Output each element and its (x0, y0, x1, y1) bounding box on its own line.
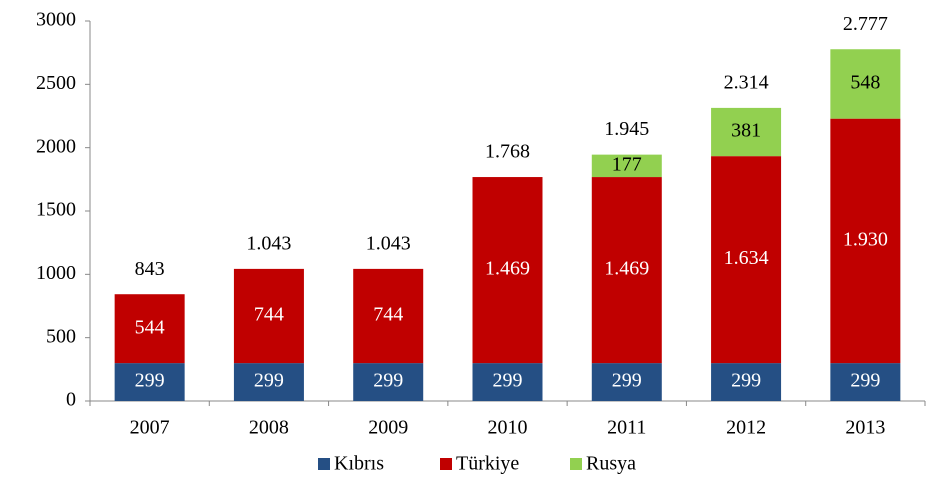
total-label: 843 (135, 258, 165, 280)
bar-segment (591, 363, 662, 401)
legend-swatch (440, 458, 452, 470)
legend-label: Türkiye (456, 453, 519, 475)
total-label: 1.043 (246, 232, 291, 254)
data-label: 299 (135, 370, 165, 392)
data-label: 548 (850, 72, 880, 94)
y-tick-label: 0 (66, 389, 76, 411)
y-tick-label: 1500 (36, 199, 76, 221)
bar-segment (830, 363, 901, 401)
total-label: 1.945 (604, 118, 649, 140)
bar-segment (353, 363, 424, 401)
bar-segment (711, 363, 782, 401)
x-tick-label: 2011 (607, 417, 646, 439)
data-label: 299 (850, 370, 880, 392)
data-label: 299 (612, 370, 642, 392)
data-label: 744 (373, 304, 403, 326)
bar-segment (472, 177, 543, 364)
data-label: 299 (373, 370, 403, 392)
y-tick-label: 500 (46, 325, 76, 347)
data-label: 177 (612, 153, 642, 175)
data-label: 1.634 (724, 247, 769, 269)
bar-segment (472, 363, 543, 401)
x-tick-label: 2010 (488, 417, 528, 439)
data-label: 1.469 (485, 258, 530, 280)
bar-segment (711, 107, 782, 157)
y-tick-label: 2500 (36, 72, 76, 94)
total-label: 2.777 (843, 13, 888, 35)
legend-swatch (570, 458, 582, 470)
legend-label: Rusya (586, 453, 636, 475)
bar-segment (114, 294, 185, 364)
bar-segment (233, 268, 304, 364)
x-tick-label: 2013 (845, 417, 885, 439)
bar-segment (830, 118, 901, 364)
legend-swatch (318, 458, 330, 470)
bar-segment (711, 156, 782, 364)
bar-segment (353, 268, 424, 364)
data-label: 1.930 (843, 228, 888, 250)
y-tick-label: 1000 (36, 262, 76, 284)
x-tick-label: 2012 (726, 417, 766, 439)
data-label: 299 (254, 370, 284, 392)
total-label: 1.043 (366, 232, 411, 254)
x-tick-label: 2008 (249, 417, 289, 439)
bar-segment (233, 363, 304, 401)
bar-segment (830, 49, 901, 119)
total-label: 2.314 (724, 71, 769, 93)
legend-label: Kıbrıs (334, 453, 384, 475)
y-tick-label: 3000 (36, 9, 76, 31)
bar-segment (591, 154, 662, 178)
x-tick-label: 2007 (130, 417, 170, 439)
data-label: 744 (254, 304, 284, 326)
data-label: 299 (731, 370, 761, 392)
x-tick-label: 2009 (368, 417, 408, 439)
data-label: 1.469 (604, 258, 649, 280)
y-tick-label: 2000 (36, 135, 76, 157)
data-label: 381 (731, 120, 761, 142)
bar-segment (114, 363, 185, 401)
data-label: 299 (493, 370, 523, 392)
bar-segment (591, 177, 662, 364)
data-label: 544 (135, 316, 165, 338)
total-label: 1.768 (485, 141, 530, 163)
